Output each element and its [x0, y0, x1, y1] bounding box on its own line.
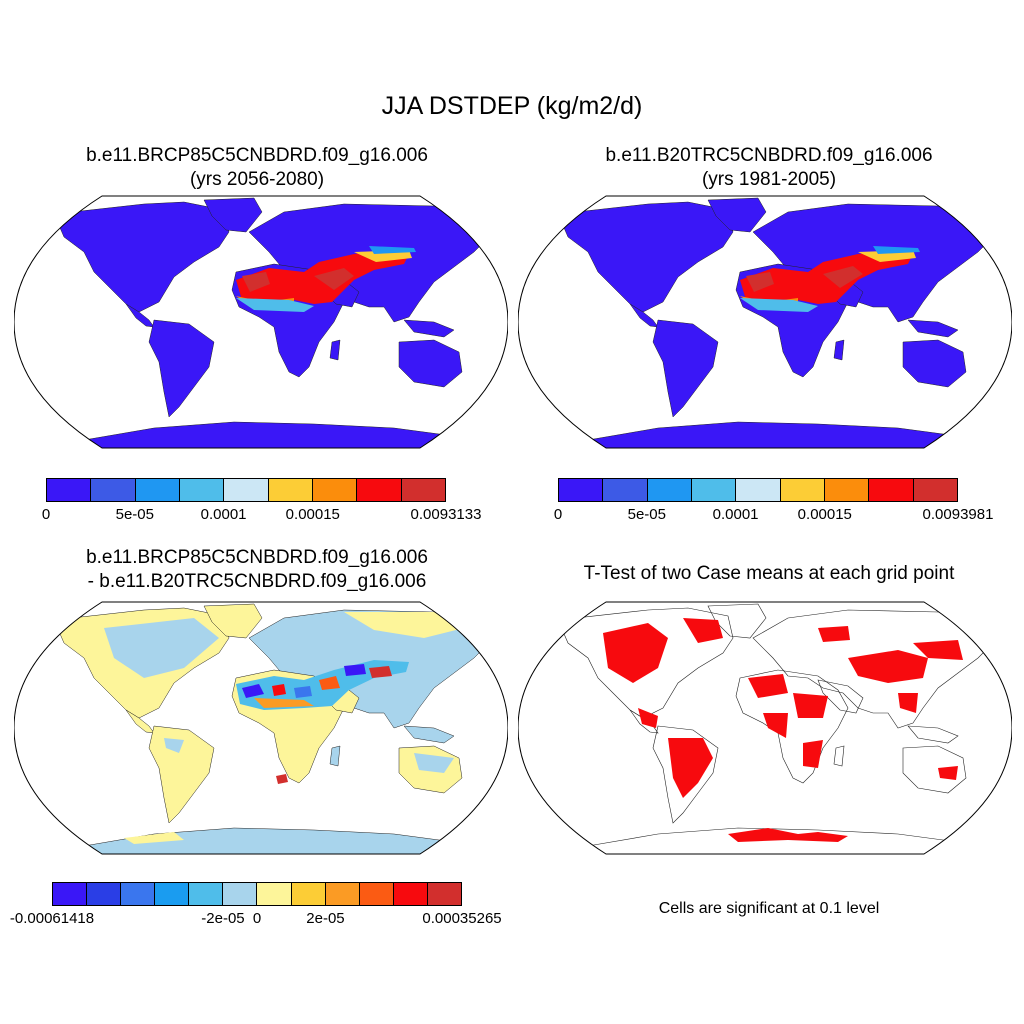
colorbar-swatch — [869, 479, 914, 501]
colorbar-swatch — [135, 479, 180, 501]
colorbar-swatch — [189, 883, 224, 905]
panel-historical-title-line1: b.e11.B20TRC5CNBDRD.f09_g16.006 — [605, 145, 933, 166]
colorbar-swatch — [780, 479, 825, 501]
map-ttest — [518, 601, 1012, 855]
colorbar-swatch — [357, 479, 402, 501]
colorbar-swatch — [691, 479, 737, 501]
tick-label: 0 — [553, 506, 563, 523]
significant-cells — [603, 618, 963, 842]
colorbar-swatch — [53, 883, 88, 905]
colorbar-swatch — [401, 479, 445, 501]
colorbar-future — [46, 478, 446, 502]
panel-difference-title-line2: - b.e11.B20TRC5CNBDRD.f09_g16.006 — [87, 571, 427, 592]
colorbar-swatch — [647, 479, 692, 501]
figure-title: JJA DSTDEP (kg/m2/d) — [381, 92, 643, 120]
colorbar-swatch — [223, 883, 258, 905]
panel-future-title-line2: (yrs 2056-2080) — [189, 169, 325, 190]
tick-label: 0.00035265 — [422, 910, 502, 927]
panel-historical-title-line2: (yrs 1981-2005) — [701, 169, 837, 190]
tick-label: 2e-05 — [306, 910, 345, 927]
tick-label: 0.0093133 — [410, 506, 482, 523]
panel-difference-title-line1: b.e11.BRCP85C5CNBDRD.f09_g16.006 — [86, 547, 428, 568]
colorbar-swatch — [121, 883, 156, 905]
colorbar-swatch — [736, 479, 781, 501]
colorbar-swatch — [559, 479, 604, 501]
colorbar-swatch — [393, 883, 428, 905]
tick-label: 0.00015 — [285, 506, 340, 523]
colorbar-swatch — [257, 883, 292, 905]
tick-label: -2e-05 — [201, 910, 245, 927]
colorbar-swatch — [359, 883, 394, 905]
tick-label: 5e-05 — [115, 506, 154, 523]
tick-label: 0.0093981 — [922, 506, 994, 523]
colorbar-swatch — [291, 883, 326, 905]
colorbar-swatch — [47, 479, 92, 501]
tick-label: -0.00061418 — [9, 910, 95, 927]
south-america — [148, 319, 215, 418]
colorbar-swatch — [913, 479, 957, 501]
tick-label: 0.0001 — [712, 506, 759, 523]
colorbar-historical — [558, 478, 958, 502]
colorbar-swatch — [87, 883, 122, 905]
colorbar-swatch — [603, 479, 648, 501]
tick-label: 5e-05 — [627, 506, 666, 523]
tick-label: 0 — [252, 910, 262, 927]
map-future — [14, 195, 508, 449]
antarctica — [14, 421, 508, 448]
greenland — [203, 197, 263, 233]
map-difference — [14, 601, 508, 855]
colorbar-future-ticks: 0 5e-05 0.0001 0.00015 0.0093133 — [42, 506, 482, 526]
colorbar-difference-ticks: -0.00061418 -2e-05 0 2e-05 0.00035265 — [10, 910, 502, 930]
map-historical — [518, 195, 1012, 449]
colorbar-swatch — [824, 479, 870, 501]
colorbar-swatch — [427, 883, 461, 905]
tick-label: 0 — [41, 506, 51, 523]
ttest-note: Cells are significant at 0.1 level — [658, 900, 880, 917]
colorbar-swatch — [224, 479, 269, 501]
colorbar-swatch — [325, 883, 360, 905]
colorbar-swatch — [312, 479, 358, 501]
australia — [398, 339, 463, 388]
panel-future-title-line1: b.e11.BRCP85C5CNBDRD.f09_g16.006 — [86, 145, 428, 166]
colorbar-swatch — [179, 479, 225, 501]
tick-label: 0.00015 — [797, 506, 852, 523]
panel-ttest-title: T-Test of two Case means at each grid po… — [583, 563, 955, 584]
colorbar-historical-ticks: 0 5e-05 0.0001 0.00015 0.0093981 — [554, 506, 994, 526]
colorbar-difference — [52, 882, 462, 906]
tick-label: 0.0001 — [200, 506, 247, 523]
north-america — [53, 201, 230, 313]
colorbar-swatch — [268, 479, 313, 501]
colorbar-swatch — [91, 479, 136, 501]
colorbar-swatch — [155, 883, 190, 905]
